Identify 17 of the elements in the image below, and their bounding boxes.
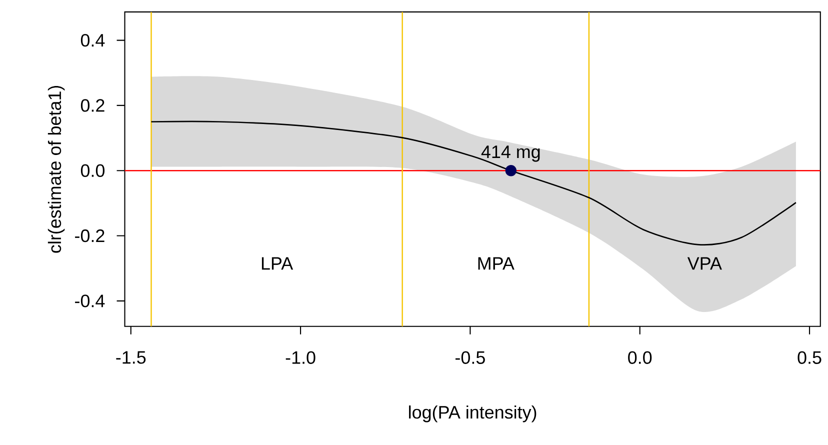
- x-tick-label: 0.0: [628, 351, 652, 364]
- x-tick-label: -0.5: [456, 351, 485, 364]
- y-axis-title: clr(estimate of beta1): [48, 86, 65, 253]
- x-tick-label: -1.5: [116, 351, 146, 364]
- x-axis-title: log(PA intensity): [409, 405, 536, 422]
- x-tick-label: -1.0: [286, 351, 316, 364]
- y-tick-label: -0.4: [75, 294, 105, 308]
- x-tick-label: 0.5: [798, 351, 822, 364]
- annotation: LPA: [262, 257, 294, 270]
- y-tick-label: -0.2: [75, 229, 104, 242]
- y-tick-label: 0.0: [80, 164, 104, 177]
- y-tick-label: 0.4: [80, 34, 105, 47]
- annotation: 414 mg: [481, 146, 540, 162]
- y-tick-label: 0.2: [80, 99, 104, 112]
- annotation: VPA: [687, 257, 722, 270]
- annotation: MPA: [478, 257, 514, 270]
- line-series: [150, 120, 797, 246]
